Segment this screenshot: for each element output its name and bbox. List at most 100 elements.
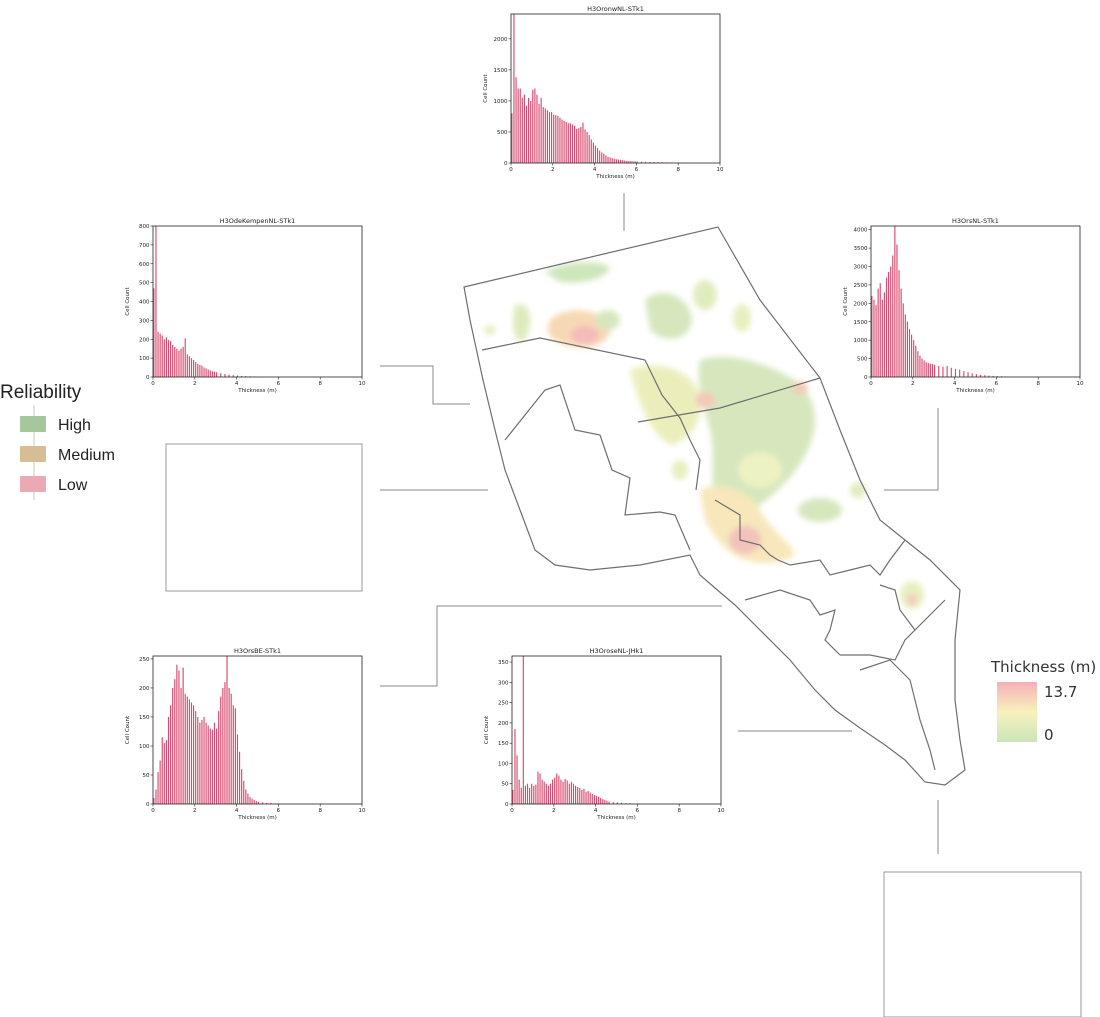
h3orsnl-stk1-bar [931,364,934,377]
h3orosenl-jhk1-xtick-label: 4 [594,808,598,814]
h3odekempennl-stk1-bar [201,365,203,377]
h3orosenl-jhk1-ytick-label: 250 [498,701,509,707]
thickness-legend: Thickness (m) 13.7 0 [990,658,1096,744]
h3orosenl-jhk1-bar [518,779,520,804]
h3orsnl-stk1-title: H3OrsNL-STk1 [952,217,999,225]
h3oronwnl-stk1-bar [580,126,582,163]
h3orosenl-jhk1-bar [560,779,562,804]
h3orsnl-stk1-ytick-label: 3500 [854,246,868,252]
h3odekempennl-stk1-bar [161,335,163,377]
h3oronwnl-stk1-bar [615,159,617,163]
reliability-item-high: High [20,416,91,434]
h3oronwnl-stk1-bar [586,131,588,163]
h3oronwnl-stk1-bar [534,88,536,163]
h3oronwnl-stk1-bar [653,162,655,163]
reliability-item-low: Low [20,476,88,494]
h3orsnl-stk1-bar [906,321,908,377]
h3orosenl-jhk1-xtick-label: 2 [552,808,556,814]
histogram-h3orsnl: H3OrsNL-STk1 0 2 4 6 8 10 0 500 1000 1500 2000 2500 3… [843,217,1084,394]
h3orsnl-stk1-ytick-label: 3000 [854,265,868,271]
h3orsbe-stk1-bar [238,751,241,804]
h3orsbe-stk1-bar [243,780,245,804]
reliability-swatch-medium [20,446,46,462]
thickness-colorbar [997,682,1037,742]
h3orsnl-stk1-bar [875,305,877,377]
h3oronwnl-stk1-bar [636,161,638,163]
h3orsbe-stk1-bar [236,734,239,804]
h3orsnl-stk1-bar [877,288,879,377]
h3oronwnl-stk1-bar [530,100,532,163]
empty-panel-bottom-right [883,871,1082,1017]
h3oronwnl-stk1-bar [521,97,523,163]
h3orsbe-stk1-bar [161,737,163,804]
h3odekempennl-stk1-bar [228,374,230,377]
reliability-label-high: High [58,417,91,434]
h3orsnl-stk1-bar [894,226,896,377]
h3odekempennl-stk1-ytick-label: 0 [146,375,150,381]
h3oronwnl-stk1-bar [567,123,569,163]
map-boundaries [463,226,966,786]
h3orsbe-stk1-bar [195,711,197,804]
h3odekempennl-stk1-bar [197,363,199,377]
h3orsnl-stk1-xtick-label: 8 [1036,381,1040,387]
h3oronwnl-stk1-bar [613,158,615,163]
h3oronwnl-stk1-xtick-label: 0 [509,167,513,173]
h3oronwnl-stk1-xlabel: Thickness (m) [595,174,635,180]
h3oronwnl-stk1-bar [553,114,555,163]
h3orsbe-stk1-xlabel: Thickness (m) [237,815,277,821]
h3orsbe-stk1-bar [251,798,253,804]
h3oronwnl-stk1-bar [525,105,528,163]
h3orsnl-stk1-bar [888,272,890,377]
h3orsnl-stk1-bar [925,362,927,377]
h3orosenl-jhk1-ytick-label: 350 [498,660,509,666]
h3orosenl-jhk1-bar [602,799,604,804]
h3orsnl-stk1-bar [917,351,919,377]
h3orsnl-stk1-ytick-label: 2000 [854,301,868,307]
h3orsnl-stk1-bar [992,375,994,377]
h3oronwnl-stk1-bar [592,142,594,163]
h3orsbe-stk1-bar [211,729,213,804]
h3oronwnl-stk1-bar [578,128,580,163]
reliability-label-low: Low [58,477,88,494]
h3odekempennl-stk1-bar [184,338,186,377]
h3orosenl-jhk1-bar [512,789,514,804]
h3orosenl-jhk1-bar [531,783,533,804]
boundary-line-5 [714,499,791,566]
h3orsnl-stk1-bar [873,299,875,377]
h3orsnl-stk1-ytick-label: 1000 [854,338,868,344]
h3odekempennl-stk1-bar [224,373,226,377]
leader-line-orsnl [884,408,939,491]
h3oronwnl-stk1-bar [628,161,630,163]
h3oronwnl-stk1-bar [519,88,521,163]
h3oronwnl-stk1-bar [596,148,599,163]
h3odekempennl-stk1-bar [190,358,193,377]
h3oronwnl-stk1-bar [611,158,613,163]
h3orosenl-jhk1-bar [593,795,595,804]
h3orosenl-jhk1-xtick-label: 10 [718,808,725,814]
h3orsbe-stk1-bar [234,708,236,804]
h3orsnl-stk1-bar [959,369,961,377]
h3odekempennl-stk1-bar [232,375,234,377]
h3orsbe-stk1-bar [178,670,180,804]
h3oronwnl-stk1-bar [569,123,571,163]
h3orosenl-jhk1-bar [575,785,577,804]
h3oronwnl-stk1-frame [510,13,721,164]
h3orosenl-jhk1-bar [600,797,602,804]
h3orsbe-stk1-bar [163,743,165,804]
h3odekempennl-stk1-bar [153,288,155,377]
h3orsnl-stk1-bar [938,365,940,377]
h3odekempennl-stk1-bar [193,360,195,377]
h3orosenl-jhk1-frame [511,655,722,805]
h3orosenl-jhk1-bar [552,779,554,804]
h3odekempennl-stk1-xtick-label: 8 [318,381,322,387]
h3orsbe-stk1-bar [190,702,193,804]
h3orsnl-stk1-xtick-label: 6 [995,381,999,387]
h3orsbe-stk1-bar [197,716,199,804]
h3oronwnl-stk1-ytick-label: 500 [497,130,508,136]
h3oronwnl-stk1-bar [557,115,559,163]
h3odekempennl-stk1-bar [195,361,197,377]
map-outline [463,226,966,786]
h3odekempennl-stk1-bar [165,337,167,377]
h3orosenl-jhk1-ytick-label: 150 [498,741,509,747]
